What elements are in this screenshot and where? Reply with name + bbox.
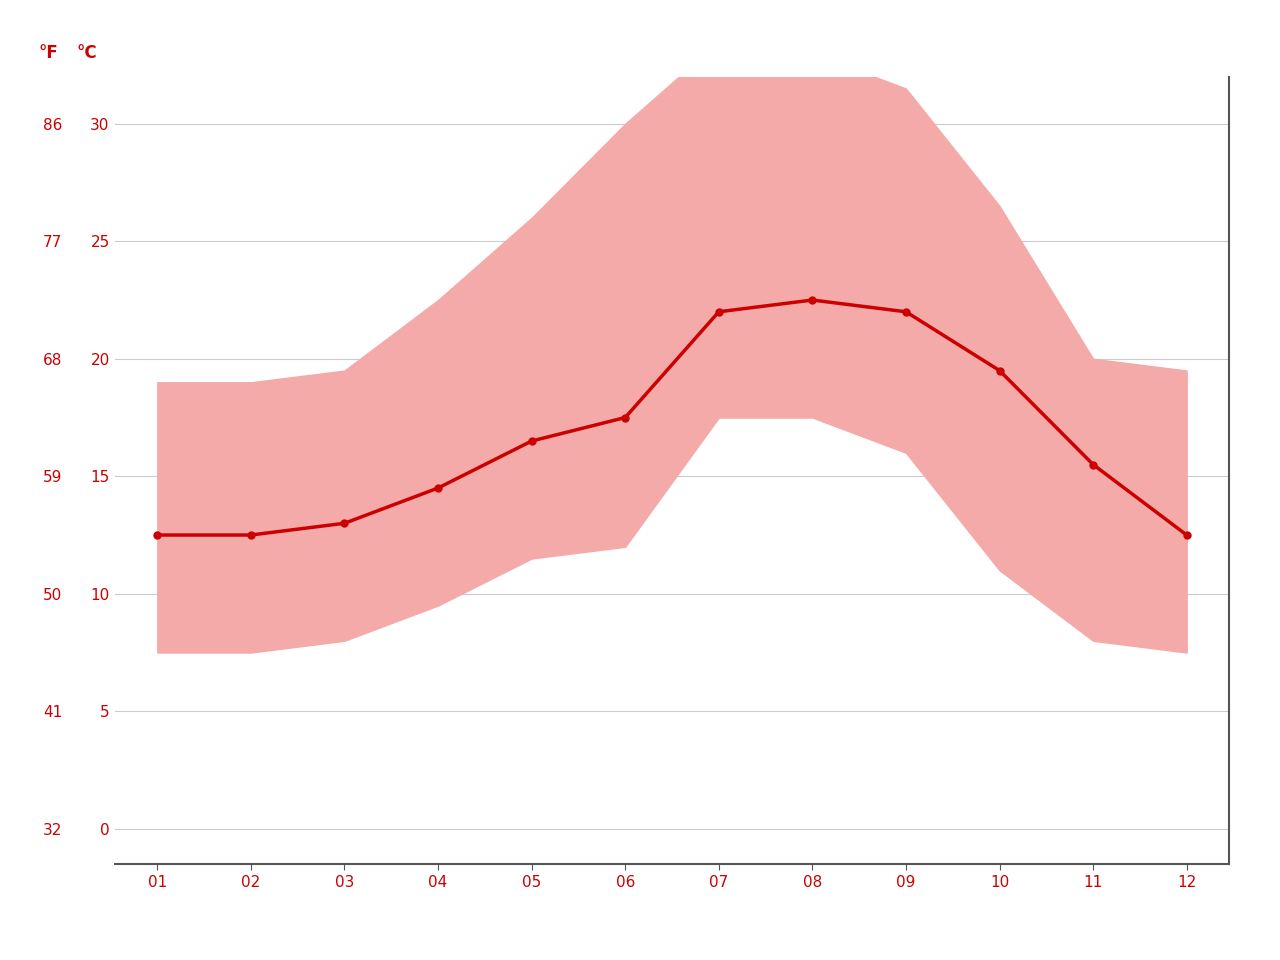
- Text: °F: °F: [38, 44, 59, 62]
- Text: °C: °C: [77, 44, 97, 62]
